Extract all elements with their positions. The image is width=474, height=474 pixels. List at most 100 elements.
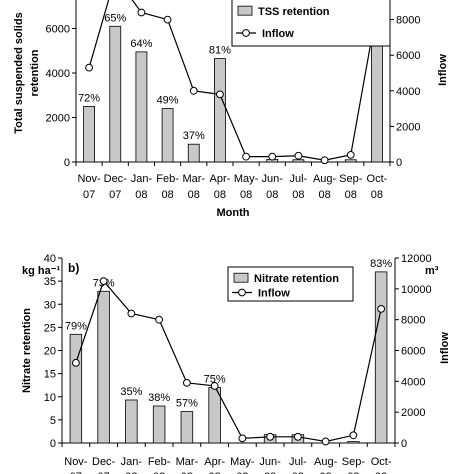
inflow-point-Jul-08 bbox=[293, 432, 302, 441]
legend-line-marker bbox=[242, 29, 250, 37]
y-left-tick-label: 10 bbox=[44, 392, 56, 404]
inflow-point-Feb-08 bbox=[155, 315, 164, 324]
x-tick-label-line1: Aug- bbox=[313, 173, 337, 185]
x-tick-label-line1: Apr- bbox=[204, 456, 225, 468]
y-right-tick-label: 0 bbox=[401, 438, 407, 450]
bar-Mar-08 bbox=[180, 411, 194, 444]
legend-label-bar: Nitrate retention bbox=[254, 273, 339, 285]
x-tick-label-line2: 07 bbox=[98, 471, 110, 474]
inflow-point-Mar-08 bbox=[182, 378, 191, 387]
bar-Dec-07 bbox=[109, 25, 122, 163]
inflow-line bbox=[75, 279, 382, 443]
bar-Nov-07 bbox=[83, 105, 95, 163]
inflow-point-Apr-08 bbox=[216, 90, 224, 99]
x-tick-label-line1: Jan- bbox=[121, 456, 143, 468]
x-tick-label-line2: 08 bbox=[266, 189, 278, 201]
bar-data-label: 83% bbox=[370, 258, 392, 270]
y-left-tick-label: 0 bbox=[50, 438, 56, 450]
inflow-point-Feb-08 bbox=[163, 15, 172, 24]
y-right-unit: m³ bbox=[425, 265, 439, 277]
y-left-axis-title: Total suspended solids bbox=[13, 12, 25, 133]
inflow-point-May-08 bbox=[238, 434, 247, 443]
y-left-axis-title: Nitrate retention bbox=[21, 308, 33, 393]
bar-data-label: 81% bbox=[209, 45, 231, 57]
x-tick-label-line2: 08 bbox=[240, 189, 252, 201]
x-tick-label-line2: 07 bbox=[83, 189, 95, 201]
x-tick-label-line1: Apr- bbox=[210, 173, 231, 185]
x-axis-title: Month bbox=[217, 207, 250, 219]
x-tick-label-line1: May- bbox=[234, 173, 259, 185]
bar-Feb-08 bbox=[152, 405, 166, 444]
inflow-line bbox=[88, 0, 378, 161]
x-tick-label-line1: Jan- bbox=[131, 173, 153, 185]
inflow-point-Apr-08 bbox=[210, 382, 219, 390]
y-right-tick-label: 12000 bbox=[401, 253, 432, 265]
bar-Sep-08 bbox=[347, 441, 360, 444]
bar-Dec-07 bbox=[97, 290, 110, 444]
y-left-tick-label: 20 bbox=[44, 346, 56, 358]
bar-Jul-08 bbox=[292, 159, 305, 163]
bar-data-label: 64% bbox=[130, 38, 152, 50]
x-tick-label-line1: Sep- bbox=[342, 456, 366, 468]
y-right-tick-label: 6000 bbox=[401, 346, 425, 358]
y-left-tick-label: 15 bbox=[44, 369, 56, 381]
legend-bar-swatch bbox=[237, 5, 253, 16]
y-left-axis-title: retention bbox=[29, 49, 41, 96]
y-right-tick-label: 0 bbox=[396, 157, 402, 169]
x-tick-label-line1: Jun- bbox=[262, 173, 284, 185]
x-tick-label-line1: May- bbox=[230, 456, 255, 468]
bar-Sep-08 bbox=[344, 159, 357, 163]
x-tick-label-line2: 08 bbox=[181, 471, 193, 474]
y-left-tick-label: 40 bbox=[44, 253, 56, 265]
bar-Jan-08 bbox=[125, 399, 138, 444]
panel-b: 0 5 10 15 20 25 30 35 40 0 2000 4000 6000 8000 10000 12… bbox=[21, 253, 451, 474]
bar-data-label: 37% bbox=[183, 130, 205, 142]
bar-Oct-08 bbox=[374, 271, 388, 444]
y-right-tick-label: 8000 bbox=[396, 15, 420, 27]
legend-line-marker bbox=[238, 288, 246, 297]
x-tick-label-line1: Mar- bbox=[176, 456, 199, 468]
bar-data-label: 57% bbox=[176, 398, 198, 410]
bar-Nov-07 bbox=[69, 333, 83, 444]
y-left-tick-label: 35 bbox=[44, 276, 56, 288]
x-tick-label-line2: 08 bbox=[188, 189, 200, 201]
bar-Oct-08 bbox=[371, 0, 383, 163]
inflow-point-Oct-08 bbox=[377, 304, 386, 313]
y-right-tick-label: 6000 bbox=[396, 50, 420, 62]
x-tick-label-line2: 08 bbox=[320, 471, 332, 474]
bar-Apr-08 bbox=[208, 387, 221, 444]
y-left-tick-label: 2000 bbox=[46, 113, 70, 125]
x-tick-label-line1: Feb- bbox=[156, 173, 179, 185]
panel-a: 0200040006000800002000400060008000100007… bbox=[13, 0, 449, 219]
inflow-point-Sep-08 bbox=[349, 431, 358, 440]
inflow-point-Jul-08 bbox=[294, 151, 303, 160]
legend-box bbox=[227, 266, 354, 302]
x-tick-label-line1: Oct- bbox=[371, 456, 392, 468]
bar-data-label: 79% bbox=[65, 320, 87, 332]
x-tick-label-line1: Feb- bbox=[148, 456, 171, 468]
x-tick-label-line1: Dec- bbox=[92, 456, 116, 468]
y-right-axis-title: Inflow bbox=[437, 54, 449, 86]
legend-label-line: Inflow bbox=[262, 28, 294, 40]
y-right-tick-label: 8000 bbox=[401, 315, 425, 327]
y-right-tick-label: 4000 bbox=[401, 376, 425, 388]
x-tick-label-line2: 08 bbox=[135, 189, 147, 201]
x-tick-label-line2: 08 bbox=[292, 189, 304, 201]
legend-bar-swatch bbox=[233, 272, 249, 283]
x-tick-label-line2: 08 bbox=[292, 471, 304, 474]
y-left-tick-label: 6000 bbox=[46, 24, 70, 36]
x-tick-label-line2: 08 bbox=[264, 471, 276, 474]
bar-Feb-08 bbox=[161, 108, 174, 163]
bar-data-label: 38% bbox=[148, 392, 170, 404]
bar-data-label: 65% bbox=[104, 12, 126, 24]
y-right-tick-label: 2000 bbox=[396, 121, 420, 133]
inflow-point-Nov-07 bbox=[85, 63, 93, 72]
inflow-point-Mar-08 bbox=[189, 86, 198, 95]
x-tick-label-line2: 08 bbox=[161, 189, 173, 201]
y-left-tick-label: 30 bbox=[44, 299, 56, 311]
x-tick-label-line2: 08 bbox=[125, 471, 137, 474]
inflow-point-Sep-08 bbox=[346, 150, 355, 159]
inflow-point-Aug-08 bbox=[321, 437, 330, 446]
y-right-tick-label: 10000 bbox=[401, 284, 432, 296]
x-tick-label-line2: 07 bbox=[109, 189, 121, 201]
